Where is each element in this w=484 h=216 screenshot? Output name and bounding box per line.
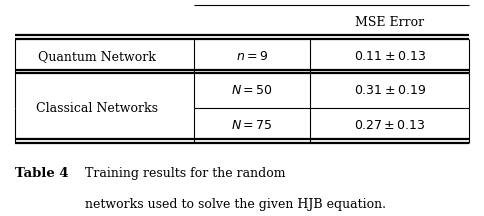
Text: MSE Error: MSE Error (355, 16, 424, 29)
Text: networks used to solve the given HJB equation.: networks used to solve the given HJB equ… (85, 198, 386, 211)
Text: $0.11 \pm 0.13$: $0.11 \pm 0.13$ (354, 50, 425, 63)
Text: Training results for the random: Training results for the random (85, 167, 285, 180)
Text: $0.27 \pm 0.13$: $0.27 \pm 0.13$ (354, 119, 425, 132)
Text: $N = 50$: $N = 50$ (231, 84, 272, 97)
Text: $0.31 \pm 0.19$: $0.31 \pm 0.19$ (354, 84, 425, 97)
Text: Classical Networks: Classical Networks (36, 102, 158, 114)
Text: Table 4: Table 4 (15, 167, 68, 180)
Text: $n = 9$: $n = 9$ (236, 50, 268, 63)
Text: Quantum Network: Quantum Network (38, 50, 156, 63)
Text: $N = 75$: $N = 75$ (231, 119, 272, 132)
